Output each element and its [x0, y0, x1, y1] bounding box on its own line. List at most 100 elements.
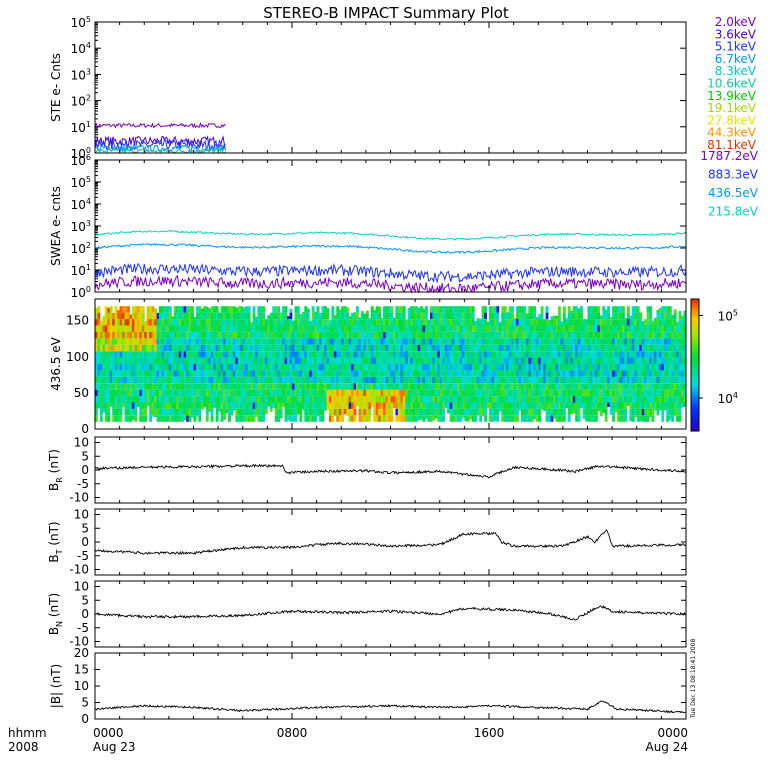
- pad-heatmap-cell: [548, 344, 551, 352]
- pad-heatmap-cell: [127, 338, 130, 345]
- pad-heatmap-cell: [641, 396, 645, 403]
- pad-heatmap-cell: [511, 408, 515, 416]
- pad-heatmap-cell: [466, 396, 470, 403]
- pad-heatmap-cell: [521, 364, 524, 371]
- pad-heatmap-cell: [237, 306, 241, 313]
- pad-heatmap-cell: [481, 351, 485, 358]
- pad-heatmap-cell: [228, 383, 231, 390]
- pad-heatmap-cell: [592, 306, 596, 313]
- pad-heatmap-cell: [289, 415, 293, 422]
- pad-heatmap-cell: [341, 319, 345, 326]
- pad-heatmap-cell: [181, 338, 185, 345]
- pad-heatmap-cell: [358, 344, 362, 352]
- pad-heatmap-cell: [331, 408, 335, 416]
- pad-heatmap-cell: [619, 396, 623, 403]
- pad-heatmap-cell: [444, 364, 448, 371]
- pad-heatmap-cell: [567, 351, 571, 358]
- pad-heatmap-cell: [447, 331, 450, 339]
- pad-heatmap-cell: [617, 408, 620, 416]
- pad-heatmap-cell: [501, 376, 505, 384]
- pad-heatmap-cell: [107, 402, 111, 409]
- pad-heatmap-cell: [277, 344, 281, 352]
- pad-heatmap-cell: [597, 408, 601, 411]
- pad-heatmap-cell: [427, 402, 431, 409]
- pad-heatmap-cell: [609, 351, 613, 358]
- pad-heatmap-cell: [658, 325, 662, 332]
- pad-heatmap-cell: [188, 415, 192, 422]
- pad-heatmap-cell: [338, 325, 342, 332]
- pad-heatmap-cell: [484, 376, 487, 384]
- pad-heatmap-cell: [292, 383, 295, 390]
- pad-heatmap-cell: [594, 351, 598, 358]
- pad-heatmap-cell: [683, 389, 687, 397]
- pad-heatmap-cell: [129, 370, 133, 377]
- pad-heatmap-cell: [521, 306, 524, 313]
- pad-heatmap-cell: [336, 319, 340, 326]
- pad-heatmap-cell: [269, 408, 273, 412]
- pad-heatmap-cell: [247, 415, 251, 422]
- pad-heatmap-cell: [242, 389, 246, 397]
- pad-heatmap-cell: [631, 331, 635, 339]
- pad-heatmap-cell: [264, 357, 268, 364]
- pad-heatmap-cell: [397, 370, 401, 377]
- pad-heatmap-cell: [506, 338, 510, 345]
- pad-heatmap-cell: [432, 331, 436, 339]
- pad-heatmap-cell: [585, 351, 588, 358]
- pad-heatmap-cell: [166, 389, 170, 397]
- pad-heatmap-cell: [156, 319, 160, 326]
- pad-heatmap-cell: [402, 319, 406, 326]
- pad-heatmap-cell: [639, 319, 643, 326]
- pad-heatmap-cell: [658, 396, 662, 403]
- pad-heatmap-cell: [141, 351, 145, 358]
- pad-heatmap-cell: [343, 364, 347, 371]
- pad-heatmap-cell: [444, 319, 448, 326]
- pad-heatmap-cell: [415, 338, 418, 345]
- pad-heatmap-cell: [521, 357, 524, 364]
- pad-heatmap-cell: [530, 331, 534, 339]
- pad-heatmap-cell: [429, 370, 433, 377]
- pad-heatmap-cell: [124, 396, 128, 403]
- pad-heatmap-cell: [218, 357, 221, 364]
- pad-heatmap-cell: [237, 331, 241, 339]
- pad-heatmap-cell: [333, 402, 337, 409]
- pad-heatmap-cell: [558, 408, 561, 416]
- pad-heatmap-cell: [594, 383, 598, 390]
- pad-heatmap-cell: [247, 376, 251, 384]
- pad-heatmap-cell: [420, 319, 423, 326]
- pad-heatmap-cell: [383, 408, 386, 416]
- pad-heatmap-cell: [599, 325, 603, 332]
- pad-heatmap-cell: [378, 344, 382, 352]
- pad-heatmap-cell: [284, 408, 288, 416]
- pad-heatmap-cell: [262, 389, 266, 397]
- pad-heatmap-cell: [634, 402, 638, 409]
- pad-heatmap-cell: [402, 344, 406, 352]
- pad-heatmap-cell: [230, 312, 234, 319]
- pad-heatmap-cell: [592, 364, 596, 371]
- pad-heatmap-cell: [676, 351, 679, 358]
- pad-heatmap-cell: [311, 364, 315, 371]
- pad-heatmap-cell: [452, 357, 455, 364]
- pad-heatmap-cell: [577, 338, 581, 345]
- pad-heatmap-cell: [572, 408, 576, 414]
- pad-heatmap-cell: [570, 351, 574, 358]
- pad-heatmap-cell: [548, 383, 551, 390]
- pad-heatmap-cell: [412, 325, 416, 332]
- pad-heatmap-cell: [279, 338, 283, 345]
- pad-heatmap-cell: [356, 396, 359, 403]
- pad-heatmap-cell: [594, 376, 598, 384]
- pad-heatmap-cell: [412, 364, 416, 371]
- pad-heatmap-cell: [200, 370, 204, 377]
- pad-heatmap-cell: [299, 389, 303, 397]
- pad-heatmap-cell: [562, 383, 566, 390]
- pad-heatmap-cell: [161, 408, 165, 416]
- pad-heatmap-cell: [141, 370, 145, 377]
- pad-heatmap-cell: [380, 351, 384, 358]
- pad-heatmap-cell: [154, 344, 157, 352]
- pad-heatmap-cell: [580, 325, 583, 332]
- pad-heatmap-cell: [220, 370, 224, 377]
- pad-heatmap-cell: [425, 312, 428, 319]
- pad-heatmap-cell: [311, 306, 315, 313]
- pad-heatmap-cell: [383, 389, 386, 397]
- pad-heatmap-cell: [326, 325, 330, 332]
- pad-heatmap-cell: [196, 408, 199, 416]
